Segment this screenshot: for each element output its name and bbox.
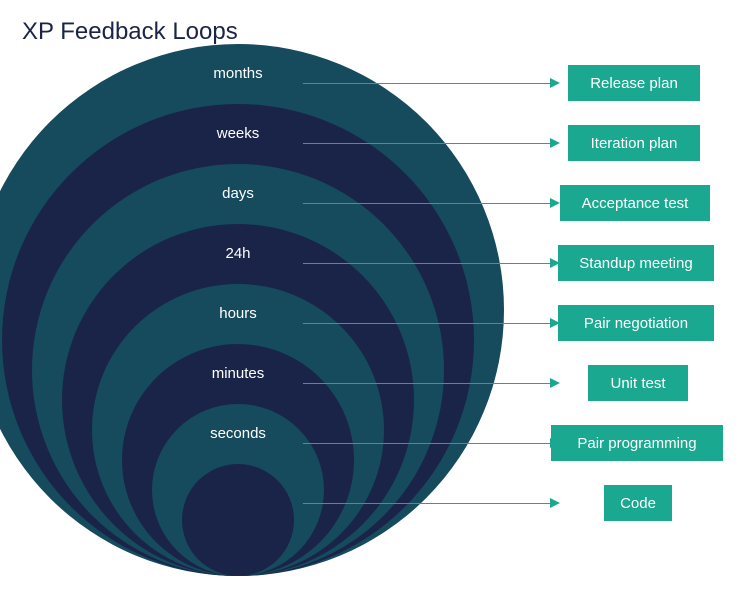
circle-label-5: minutes bbox=[212, 365, 265, 382]
arrow-head-1 bbox=[550, 138, 560, 148]
loop-circle-7 bbox=[182, 464, 294, 576]
loop-box-7: Code bbox=[604, 485, 672, 521]
arrow-head-5 bbox=[550, 378, 560, 388]
loop-box-0: Release plan bbox=[568, 65, 700, 101]
arrow-line-1 bbox=[303, 143, 550, 144]
arrow-line-0 bbox=[303, 83, 550, 84]
arrow-line-2 bbox=[303, 203, 550, 204]
arrow-line-4 bbox=[303, 323, 550, 324]
circle-label-2: days bbox=[222, 185, 254, 202]
loop-box-3: Standup meeting bbox=[558, 245, 714, 281]
loop-box-4: Pair negotiation bbox=[558, 305, 714, 341]
loop-box-1: Iteration plan bbox=[568, 125, 700, 161]
circle-label-0: months bbox=[213, 65, 262, 82]
arrow-head-0 bbox=[550, 78, 560, 88]
circle-label-1: weeks bbox=[217, 125, 260, 142]
loop-box-6: Pair programming bbox=[551, 425, 723, 461]
arrow-head-2 bbox=[550, 198, 560, 208]
arrow-line-6 bbox=[303, 443, 550, 444]
circle-label-6: seconds bbox=[210, 425, 266, 442]
arrow-line-3 bbox=[303, 263, 550, 264]
circle-label-4: hours bbox=[219, 305, 257, 322]
arrow-line-7 bbox=[303, 503, 550, 504]
loop-box-5: Unit test bbox=[588, 365, 688, 401]
page-title: XP Feedback Loops bbox=[22, 18, 238, 46]
circle-label-3: 24h bbox=[225, 245, 250, 262]
arrow-head-7 bbox=[550, 498, 560, 508]
loop-box-2: Acceptance test bbox=[560, 185, 710, 221]
arrow-line-5 bbox=[303, 383, 550, 384]
